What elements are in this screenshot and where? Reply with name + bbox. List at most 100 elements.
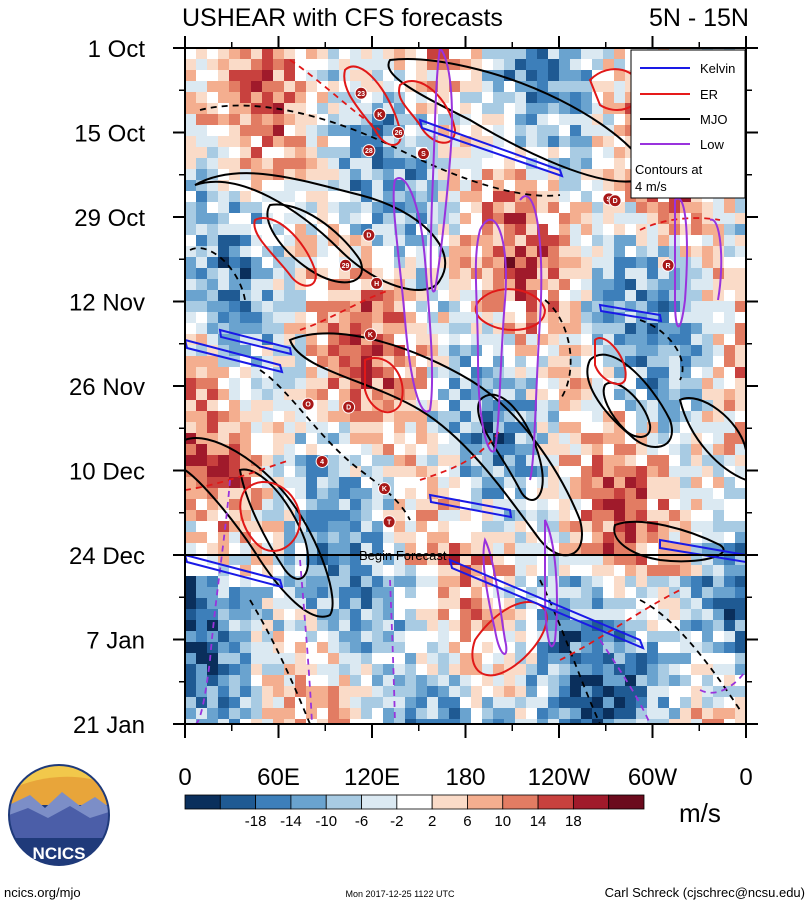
heat-cell	[702, 488, 714, 500]
heat-cell	[306, 543, 318, 555]
heat-cell	[185, 169, 197, 181]
heat-cell	[702, 235, 714, 247]
heat-cell	[218, 400, 230, 412]
heat-cell	[559, 400, 571, 412]
heat-cell	[251, 389, 263, 401]
heat-cell	[658, 268, 670, 280]
heat-cell	[196, 136, 208, 148]
heat-cell	[482, 92, 494, 104]
heat-cell	[471, 675, 483, 687]
heat-cell	[526, 114, 538, 126]
heat-cell	[658, 213, 670, 225]
heat-cell	[394, 169, 406, 181]
heat-cell	[207, 279, 219, 291]
heat-cell	[328, 499, 340, 511]
heat-cell	[625, 554, 637, 566]
heat-cell	[658, 532, 670, 544]
heat-cell	[592, 587, 604, 599]
heat-cell	[372, 411, 384, 423]
heat-cell	[691, 257, 703, 269]
heat-cell	[482, 565, 494, 577]
heat-cell	[559, 675, 571, 687]
heat-cell	[284, 136, 296, 148]
heat-cell	[262, 103, 274, 115]
heat-cell	[361, 444, 373, 456]
heat-cell	[471, 653, 483, 665]
heat-cell	[570, 279, 582, 291]
low-contour	[544, 519, 558, 648]
heat-cell	[427, 576, 439, 588]
heat-cell	[438, 257, 450, 269]
heat-cell	[438, 444, 450, 456]
heat-cell	[735, 213, 746, 225]
heat-cell	[394, 246, 406, 258]
heat-cell	[449, 411, 461, 423]
heat-cell	[603, 180, 615, 192]
heat-cell	[416, 367, 428, 379]
heat-cell	[251, 136, 263, 148]
heat-cell	[207, 543, 219, 555]
heat-cell	[317, 235, 329, 247]
heat-cell	[449, 697, 461, 709]
heat-cell	[262, 686, 274, 698]
heat-cell	[570, 609, 582, 621]
heat-cell	[262, 521, 274, 533]
heat-cell	[570, 488, 582, 500]
heat-cell	[416, 59, 428, 71]
heat-cell	[317, 543, 329, 555]
heat-cell	[570, 598, 582, 610]
heat-cell	[504, 422, 516, 434]
heat-cell	[196, 587, 208, 599]
heat-cell	[724, 631, 736, 643]
heat-cell	[504, 565, 516, 577]
heat-cell	[735, 455, 746, 467]
heat-cell	[460, 444, 472, 456]
heat-cell	[669, 334, 681, 346]
heat-cell	[185, 257, 197, 269]
heat-cell	[306, 664, 318, 676]
heat-cell	[680, 444, 692, 456]
heat-cell	[548, 455, 560, 467]
heat-cell	[438, 532, 450, 544]
heat-cell	[559, 466, 571, 478]
heat-cell	[592, 246, 604, 258]
heat-cell	[449, 576, 461, 588]
heat-cell	[295, 213, 307, 225]
heat-cell	[207, 367, 219, 379]
heat-cell	[559, 59, 571, 71]
heat-cell	[317, 345, 329, 357]
heat-cell	[251, 125, 263, 137]
heat-cell	[317, 477, 329, 489]
legend-mjo-label: MJO	[700, 112, 727, 127]
heat-cell	[438, 323, 450, 335]
heat-cell	[416, 488, 428, 500]
heat-cell	[460, 59, 472, 71]
heat-cell	[383, 697, 395, 709]
er-contour	[398, 80, 457, 144]
heat-cell	[537, 356, 549, 368]
heat-cell	[493, 620, 505, 632]
heat-cell	[262, 81, 274, 93]
heat-cell	[317, 631, 329, 643]
heat-cell	[350, 609, 362, 621]
heat-cell	[372, 81, 384, 93]
heat-cell	[394, 686, 406, 698]
heat-cell	[383, 213, 395, 225]
heat-cell	[207, 664, 219, 676]
heat-cell	[438, 433, 450, 445]
heat-cell	[185, 125, 197, 137]
heat-cell	[735, 499, 746, 511]
heat-cell	[416, 510, 428, 522]
heat-cell	[559, 620, 571, 632]
heat-cell	[680, 620, 692, 632]
storm-label: R	[666, 263, 671, 270]
heat-cell	[460, 279, 472, 291]
heat-cell	[735, 719, 746, 724]
heat-cell	[339, 136, 351, 148]
heat-cell	[339, 466, 351, 478]
heat-cell	[196, 356, 208, 368]
heat-cell	[603, 147, 615, 159]
heat-cell	[471, 224, 483, 236]
heat-cell	[548, 499, 560, 511]
heat-cell	[295, 125, 307, 137]
